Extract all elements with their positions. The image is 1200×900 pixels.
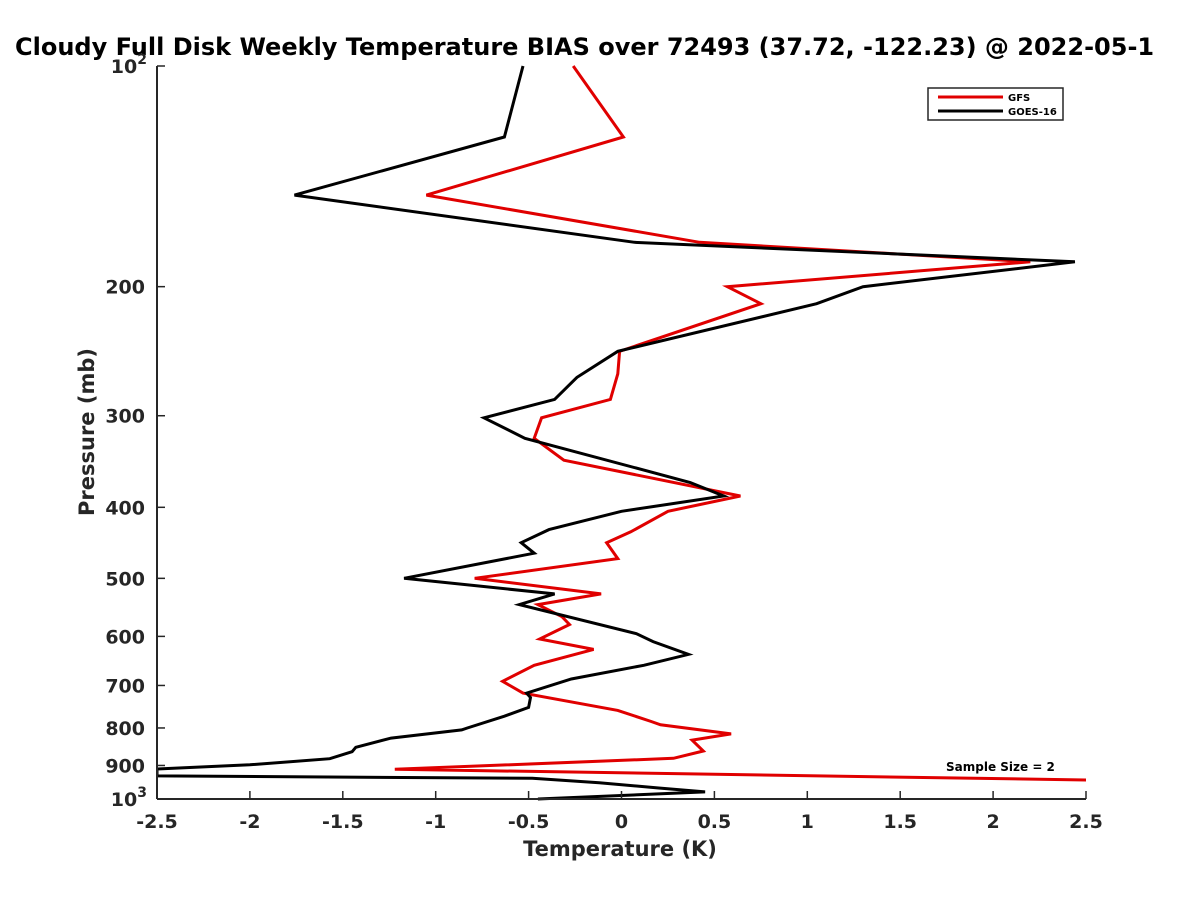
x-tick-label: -0.5 xyxy=(508,811,550,833)
legend-label-gfs: GFS xyxy=(1008,93,1030,104)
y-tick-label: 400 xyxy=(105,497,145,519)
x-tick-label: -1 xyxy=(425,811,446,833)
legend-box xyxy=(927,87,1064,121)
y-tick-label: 103 xyxy=(111,785,147,811)
x-axis-ticks: -2.5 -2 -1.5 -1 -0.5 0 0.5 1 1.5 2 2.5 xyxy=(136,791,1103,833)
series-lines xyxy=(157,65,1086,801)
x-tick-label: -1.5 xyxy=(322,811,364,833)
x-tick-label: 0.5 xyxy=(698,811,732,833)
chart-title: Cloudy Full Disk Weekly Temperature BIAS… xyxy=(15,33,1154,61)
x-tick-label: 1.5 xyxy=(883,811,917,833)
x-tick-label: 2.5 xyxy=(1069,811,1103,833)
y-tick-label: 800 xyxy=(105,718,145,740)
y-tick-label: 102 xyxy=(111,52,147,78)
y-tick-label: 900 xyxy=(105,755,145,777)
x-tick-label: 0 xyxy=(615,811,628,833)
series-line-gfs xyxy=(394,65,1086,782)
x-tick-label: -2 xyxy=(239,811,260,833)
sample-size-annotation: Sample Size = 2 xyxy=(946,760,1055,774)
series-line-goes-16 xyxy=(157,65,1076,801)
x-tick-label: 2 xyxy=(986,811,999,833)
x-tick-label: 1 xyxy=(801,811,814,833)
y-tick-label: 300 xyxy=(105,406,145,428)
x-tick-label: -2.5 xyxy=(136,811,178,833)
y-axis-label: Pressure (mb) xyxy=(75,348,99,516)
y-tick-label: 700 xyxy=(105,675,145,697)
y-tick-label: 200 xyxy=(105,277,145,299)
x-axis-label: Temperature (K) xyxy=(523,837,717,861)
legend-label-goes-16: GOES-16 xyxy=(1008,107,1057,118)
legend: GFS GOES-16 xyxy=(927,87,1064,121)
y-tick-label: 600 xyxy=(105,626,145,648)
y-tick-label: 500 xyxy=(105,568,145,590)
y-axis-ticks: 102 200 300 400 500 600 700 800 900 103 xyxy=(105,52,165,811)
